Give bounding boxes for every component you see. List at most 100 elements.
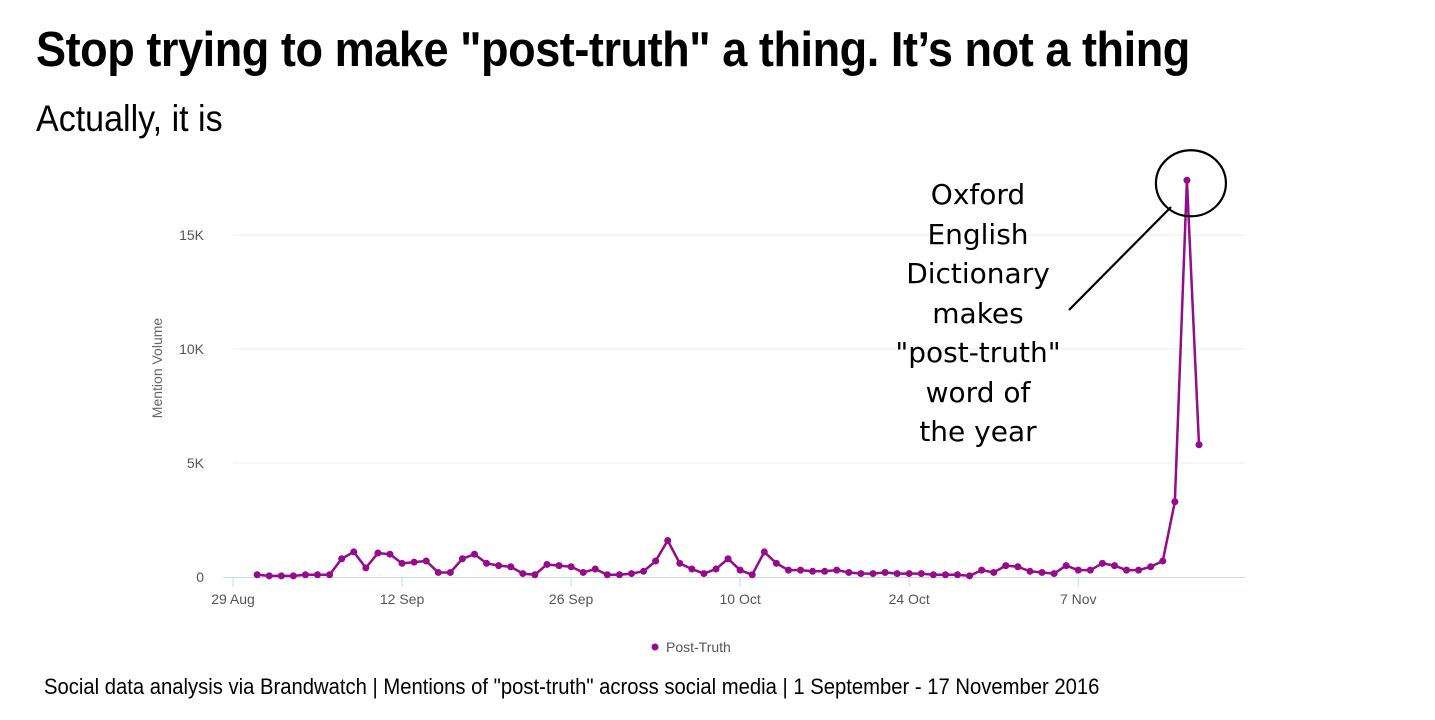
data-point[interactable] <box>301 571 309 579</box>
data-point[interactable] <box>941 571 949 579</box>
data-point[interactable] <box>990 568 998 576</box>
data-point[interactable] <box>688 565 696 573</box>
annotation-text: Oxford English Dictionary makes "post-tr… <box>880 175 1076 452</box>
data-point[interactable] <box>519 570 527 578</box>
data-point[interactable] <box>483 559 491 567</box>
data-point[interactable] <box>603 571 611 579</box>
data-point[interactable] <box>265 572 273 580</box>
data-point[interactable] <box>857 570 865 578</box>
data-point[interactable] <box>1183 176 1191 184</box>
data-point[interactable] <box>640 567 648 575</box>
data-point[interactable] <box>652 557 660 565</box>
data-point[interactable] <box>797 566 805 574</box>
x-tick-label: 29 Aug <box>211 591 255 607</box>
data-point[interactable] <box>724 555 732 563</box>
data-point[interactable] <box>905 570 913 578</box>
data-point[interactable] <box>784 566 792 574</box>
data-point[interactable] <box>1171 498 1179 506</box>
annotation-line: makes <box>932 296 1024 330</box>
data-point[interactable] <box>1062 562 1070 570</box>
data-point[interactable] <box>712 565 720 573</box>
y-tick-label: 15K <box>179 227 205 243</box>
data-point[interactable] <box>531 571 539 579</box>
data-point[interactable] <box>664 537 672 545</box>
data-point[interactable] <box>398 559 406 567</box>
data-point[interactable] <box>374 549 382 557</box>
data-point[interactable] <box>591 565 599 573</box>
data-point[interactable] <box>458 555 466 563</box>
data-point[interactable] <box>615 571 623 579</box>
data-point[interactable] <box>736 566 744 574</box>
data-point[interactable] <box>833 566 841 574</box>
annotation-line: Oxford <box>930 178 1026 211</box>
x-tick-label: 24 Oct <box>889 591 930 607</box>
data-point[interactable] <box>809 567 817 575</box>
data-point[interactable] <box>277 572 285 580</box>
data-point[interactable] <box>1159 557 1167 565</box>
data-point[interactable] <box>881 568 889 576</box>
annotation-line: Dictionary <box>906 257 1050 290</box>
data-point[interactable] <box>495 562 503 570</box>
data-point[interactable] <box>326 571 334 579</box>
legend-label-post-truth[interactable]: Post-Truth <box>666 639 731 655</box>
data-point[interactable] <box>1135 566 1143 574</box>
data-point[interactable] <box>422 557 430 565</box>
data-point[interactable] <box>760 548 768 556</box>
x-axis: 29 Aug 12 Sep 26 Sep 10 Oct 24 Oct 7 Nov <box>211 577 1245 607</box>
data-point[interactable] <box>1026 567 1034 575</box>
data-point[interactable] <box>1147 563 1155 571</box>
data-point[interactable] <box>555 562 563 570</box>
annotation-marker <box>1068 149 1228 311</box>
data-point[interactable] <box>772 559 780 567</box>
annotation-line: English <box>927 217 1029 251</box>
data-point[interactable] <box>845 568 853 576</box>
data-point[interactable] <box>567 563 575 571</box>
data-point[interactable] <box>289 572 297 580</box>
data-point[interactable] <box>362 564 370 572</box>
data-point[interactable] <box>1038 568 1046 576</box>
data-point[interactable] <box>627 570 635 578</box>
annotation-line: word of <box>925 375 1031 409</box>
data-point[interactable] <box>507 563 515 571</box>
data-point[interactable] <box>748 571 756 579</box>
data-point[interactable] <box>1074 566 1082 574</box>
data-point[interactable] <box>386 550 394 558</box>
data-point[interactable] <box>917 570 925 578</box>
data-point[interactable] <box>543 560 551 568</box>
data-point[interactable] <box>579 568 587 576</box>
data-point[interactable] <box>929 571 937 579</box>
chart-subtitle: Actually, it is <box>36 98 223 139</box>
data-point[interactable] <box>954 571 961 579</box>
data-point[interactable] <box>1123 566 1131 574</box>
data-point[interactable] <box>869 570 877 578</box>
data-point[interactable] <box>966 572 974 580</box>
source-caption: Social data analysis via Brandwatch | Me… <box>44 674 1100 699</box>
data-point[interactable] <box>1002 562 1010 570</box>
data-point[interactable] <box>1086 566 1094 574</box>
data-point[interactable] <box>350 548 358 556</box>
data-point[interactable] <box>676 559 684 567</box>
data-point[interactable] <box>700 570 708 578</box>
annotation-leader-line <box>1068 206 1172 311</box>
data-point[interactable] <box>410 558 418 566</box>
data-point[interactable] <box>471 550 478 558</box>
y-tick-label: 10K <box>179 341 205 357</box>
legend-marker-post-truth <box>651 643 659 651</box>
x-tick-label: 10 Oct <box>720 591 761 607</box>
data-point[interactable] <box>821 567 829 575</box>
data-point[interactable] <box>1050 570 1058 578</box>
data-point[interactable] <box>434 568 442 576</box>
data-point[interactable] <box>1110 562 1118 570</box>
data-point[interactable] <box>978 566 986 574</box>
data-point[interactable] <box>314 571 322 579</box>
data-point[interactable] <box>446 568 454 576</box>
data-point[interactable] <box>1098 559 1106 567</box>
legend[interactable]: Post-Truth <box>651 639 731 655</box>
data-point[interactable] <box>1195 441 1203 449</box>
data-point[interactable] <box>893 570 901 578</box>
data-point[interactable] <box>1014 563 1022 571</box>
data-point[interactable] <box>253 571 261 579</box>
chart-title: Stop trying to make "post-truth" a thing… <box>36 23 1190 77</box>
data-point[interactable] <box>338 555 346 563</box>
